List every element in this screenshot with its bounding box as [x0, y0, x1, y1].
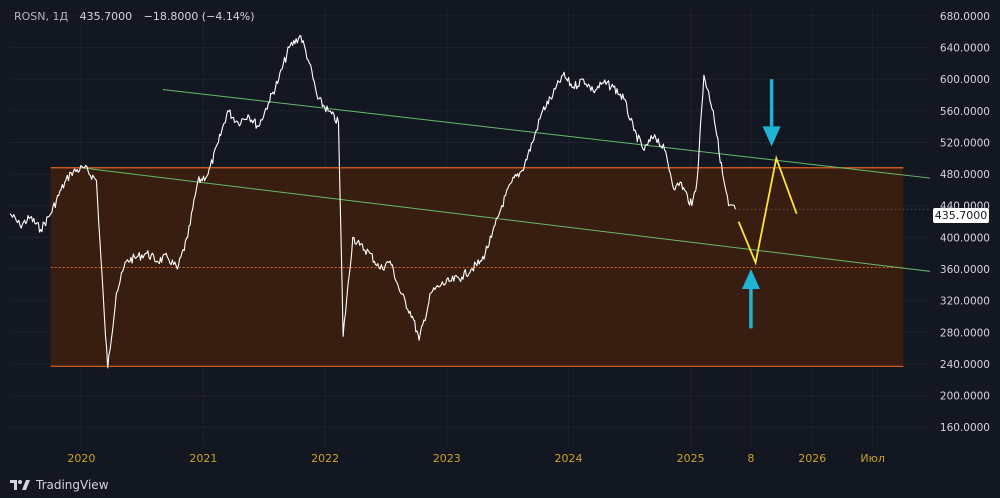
trend-line: [162, 88, 931, 179]
y-tick-label: 520.0000: [940, 137, 990, 149]
last-price-tag: 435.7000: [933, 208, 989, 223]
y-tick-label: 200.0000: [940, 391, 990, 403]
y-tick-label: 280.0000: [940, 327, 990, 339]
y-tick-label: 400.0000: [940, 232, 990, 244]
x-tick-label: 2022: [311, 452, 339, 465]
x-tick-label: 2026: [798, 452, 826, 465]
forecast-path: [737, 154, 798, 266]
y-tick-label: 480.0000: [940, 169, 990, 181]
tradingview-logo-icon: [10, 479, 30, 491]
trend-line: [81, 167, 931, 272]
brand-label: TradingView: [36, 478, 109, 492]
symbol-label: ROSN, 1Д: [14, 10, 69, 23]
range-box: [50, 167, 904, 367]
x-tick-label: 2021: [189, 452, 217, 465]
y-tick-label: 640.0000: [940, 43, 990, 55]
x-tick-label: 2023: [433, 452, 461, 465]
up-arrow-icon: [741, 269, 760, 290]
x-tick-label: 8: [747, 452, 754, 465]
last-price-label: 435.7000: [79, 10, 133, 23]
y-tick-label: 360.0000: [940, 264, 990, 276]
y-tick-label: 160.0000: [940, 422, 990, 434]
y-tick-label: 560.0000: [940, 106, 990, 118]
chart-header: ROSN, 1Д 435.7000 −18.8000 (−4.14%): [14, 10, 255, 23]
y-tick-label: 600.0000: [940, 74, 990, 86]
y-tick-label: 240.0000: [940, 359, 990, 371]
x-tick-label: 2020: [67, 452, 95, 465]
y-tick-label: 680.0000: [940, 11, 990, 23]
price-series-line: [9, 35, 736, 369]
x-tick-label: Июл: [860, 452, 885, 465]
x-tick-label: 2025: [677, 452, 705, 465]
x-tick-label: 2024: [555, 452, 583, 465]
price-change-label: −18.8000 (−4.14%): [143, 10, 255, 23]
tradingview-brand[interactable]: TradingView: [10, 478, 109, 492]
down-arrow-icon: [762, 126, 781, 147]
y-tick-label: 320.0000: [940, 296, 990, 308]
